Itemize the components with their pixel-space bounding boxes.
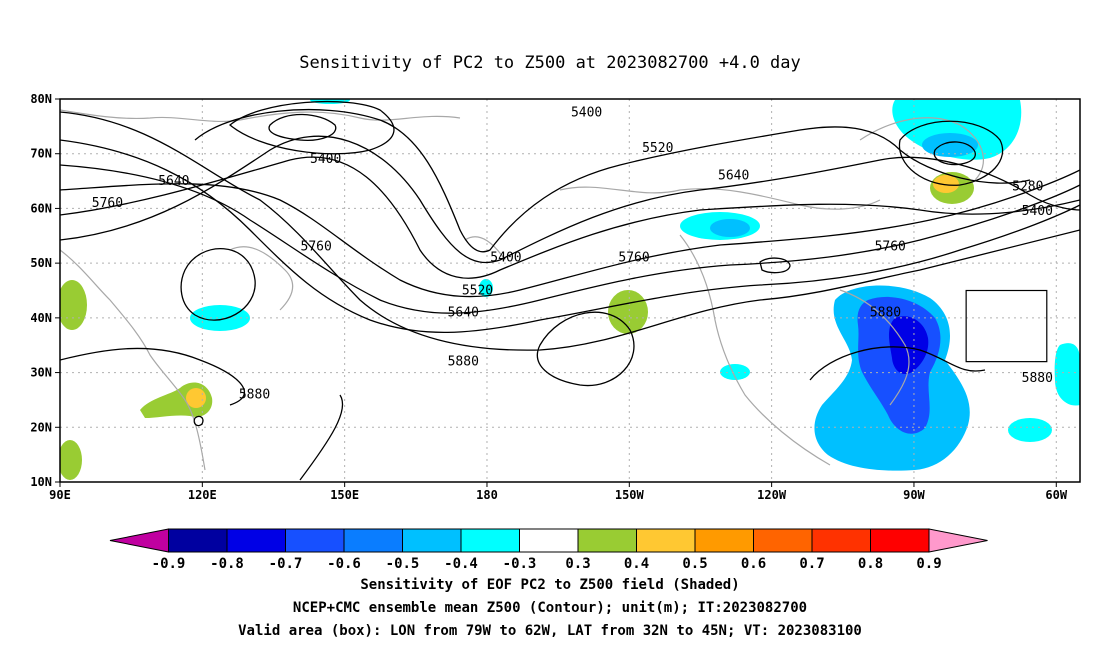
colorbar-left-arrow (109, 528, 169, 553)
colorbar-label: -0.8 (210, 556, 244, 572)
lon-tick-label: 120W (757, 488, 787, 502)
graticule (60, 99, 1080, 482)
cyan-patch-dateline (479, 279, 493, 297)
contour-label: 5400 (310, 152, 341, 167)
colorbar-cell (168, 528, 228, 553)
colorbar-cell (753, 528, 813, 553)
colorbar-cell (519, 528, 579, 553)
colorbar-label: 0.9 (916, 556, 941, 572)
map-title: Sensitivity of PC2 to Z500 at 2023082700… (299, 53, 801, 73)
colorbar-label: -0.6 (327, 556, 361, 572)
map-frame (59, 98, 1081, 483)
lat-tick-label: 80N (30, 92, 52, 106)
colorbar-label: 0.4 (624, 556, 649, 572)
contour-label: 5520 (462, 284, 493, 299)
positive-patch-india-south (60, 440, 82, 480)
colorbar-cell (285, 528, 345, 553)
lat-tick-label: 50N (30, 256, 52, 270)
colorbar-cell (226, 528, 286, 553)
positive-patch-labrador-inner (933, 175, 959, 193)
lat-tick-label: 70N (30, 147, 52, 161)
colorbar-right-arrow (928, 528, 988, 553)
colorbar-cell (343, 528, 403, 553)
contour-label: 5400 (571, 106, 602, 121)
cyan-patch-tropical-atlantic (1008, 418, 1052, 442)
caption-line-2: NCEP+CMC ensemble mean Z500 (Contour); u… (293, 600, 807, 616)
colorbar-cell (811, 528, 871, 553)
lon-tick-label: 90E (49, 488, 71, 502)
latitude-axis: 80N 70N 60N 50N 40N 30N 20N 10N (30, 92, 60, 489)
colorbar-label: -0.4 (444, 556, 478, 572)
contour-label: 5280 (1012, 180, 1043, 195)
colorbar-label: 0.7 (799, 556, 824, 572)
colorbar-label: 0.3 (565, 556, 590, 572)
z500-contours (60, 100, 1080, 481)
cyan-patch-japan (190, 305, 250, 331)
contour-label: 5760 (92, 196, 123, 211)
colorbar-label: 0.8 (858, 556, 883, 572)
positive-patch-taiwan-inner (186, 388, 206, 408)
contour-label: 5760 (875, 240, 906, 255)
contour-label: 5640 (158, 174, 189, 189)
contour-label: 5880 (239, 387, 270, 402)
contour-label: 5640 (448, 305, 479, 320)
colorbar-label: -0.9 (152, 556, 186, 572)
lon-tick-label: 60W (1045, 488, 1067, 502)
colorbar-cell (402, 528, 462, 553)
lat-tick-label: 10N (30, 475, 52, 489)
coastlines (60, 109, 984, 471)
positive-patch-india-north (60, 280, 87, 330)
contour-labels: 5400 5400 5400 5400 5280 5520 5520 5640 5640 5640… (92, 106, 1053, 403)
contour-label: 5880 (448, 355, 479, 370)
cyan-patch-pacific-inner (710, 219, 750, 237)
colorbar-label: 0.5 (682, 556, 707, 572)
colorbar-cell (870, 528, 930, 553)
colorbar: -0.9 -0.8 -0.7 -0.6 -0.5 -0.4 -0.3 0.3 0.4 0.5 0.6… (109, 528, 988, 572)
contour-label: 5880 (870, 305, 901, 320)
valid-area-box (965, 289, 1048, 363)
lat-tick-label: 20N (30, 420, 52, 434)
lon-tick-label: 120E (188, 488, 217, 502)
cyan-patch-greenland-inner (922, 133, 978, 157)
sensitivity-shading (60, 99, 1080, 480)
colorbar-label: -0.3 (503, 556, 537, 572)
contour-label: 5400 (490, 251, 521, 266)
colorbar-cell (577, 528, 637, 553)
colorbar-label: -0.7 (269, 556, 303, 572)
contour-label: 5400 (1022, 204, 1053, 219)
cyan-patch-east-atlantic (1054, 343, 1080, 406)
longitude-axis: 90E 120E 150E 180 150W 120W 90W 60W (49, 482, 1068, 502)
contour-label: 5760 (618, 251, 649, 266)
colorbar-label: 0.6 (741, 556, 766, 572)
contour-label: 5640 (718, 169, 749, 184)
lat-tick-label: 60N (30, 201, 52, 215)
contour-label: 5880 (1022, 371, 1053, 386)
colorbar-cell (636, 528, 696, 553)
lon-tick-label: 90W (903, 488, 925, 502)
contour-label: 5520 (642, 141, 673, 156)
colorbar-cell (694, 528, 754, 553)
map-panel: 5400 5400 5400 5400 5280 5520 5520 5640 5640 5640… (30, 92, 1081, 502)
cyan-patch-gulf (720, 364, 750, 380)
lon-tick-label: 180 (476, 488, 498, 502)
lat-tick-label: 30N (30, 366, 52, 380)
negative-sensitivity-max (888, 316, 929, 375)
colorbar-label: -0.5 (386, 556, 420, 572)
caption-line-3: Valid area (box): LON from 79W to 62W, L… (238, 623, 862, 639)
lon-tick-label: 150W (615, 488, 645, 502)
lon-tick-label: 150E (330, 488, 359, 502)
caption-line-1: Sensitivity of EOF PC2 to Z500 field (Sh… (360, 577, 739, 593)
lat-tick-label: 40N (30, 311, 52, 325)
contour-label: 5760 (301, 240, 332, 255)
colorbar-cell (460, 528, 520, 553)
